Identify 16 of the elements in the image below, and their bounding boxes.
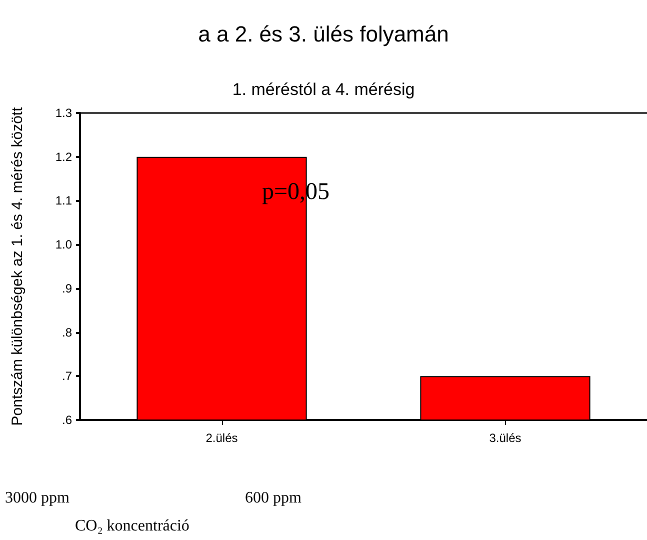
y-axis-title: Pontszám különbségek az 1. és 4. mérés között [9, 106, 26, 426]
text: 3000 ppm [5, 490, 70, 506]
text: 600 ppm [245, 490, 302, 506]
text: CO₂ koncentráció [75, 518, 190, 534]
y-tick-label: 1.1 [55, 194, 72, 208]
chart-subtitle: 1. méréstól a 4. mérésig [232, 80, 415, 99]
x-tick-label: 3.ülés [489, 431, 522, 445]
y-tick-label: 1.2 [55, 150, 72, 164]
y-tick-label: .7 [62, 369, 72, 384]
y-tick-label: 1.3 [55, 106, 72, 120]
y-tick-label: 1.0 [55, 238, 72, 252]
x-tick-label: 2.ülés [206, 431, 238, 445]
y-tick-label: .9 [62, 281, 72, 296]
y-tick-label: .8 [62, 325, 72, 340]
y-tick-label: .6 [62, 413, 72, 427]
chart-title: a a 2. és 3. ülés folyamán [198, 22, 449, 46]
